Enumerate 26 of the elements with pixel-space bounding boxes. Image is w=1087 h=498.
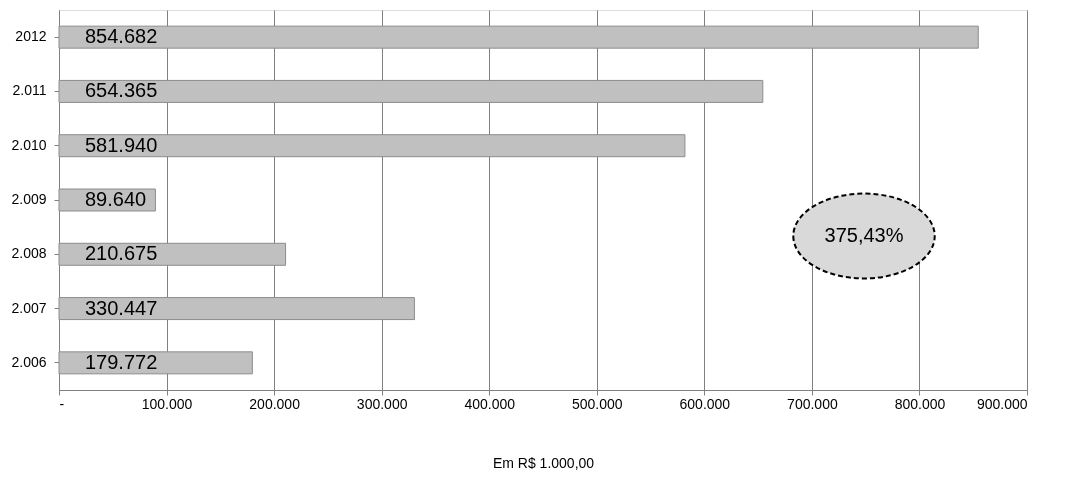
y-tick-label: 2.011 xyxy=(12,82,47,99)
x-tick-label: - xyxy=(59,395,65,412)
data-label: 654.365 xyxy=(85,79,158,102)
data-label: 854.682 xyxy=(85,25,158,48)
data-label: 210.675 xyxy=(85,242,158,265)
data-label: 89.640 xyxy=(85,188,147,210)
y-tick-label: 2012 xyxy=(15,28,47,45)
x-tick-label: 400.000 xyxy=(464,395,516,412)
data-label: 581.940 xyxy=(85,133,158,156)
x-tick-label: 600.000 xyxy=(679,395,731,412)
x-axis-title: Em R$ 1.000,00 xyxy=(492,454,595,471)
x-tick-label: 300.000 xyxy=(356,395,408,412)
x-tick-label: 900.000 xyxy=(976,395,1028,412)
y-tick-label: 2.009 xyxy=(11,191,47,207)
y-tick-label: 2.008 xyxy=(11,245,47,262)
x-tick-label: 700.000 xyxy=(787,395,838,412)
x-tick-label: 200.000 xyxy=(249,395,301,412)
y-tick-label: 2.006 xyxy=(11,353,47,370)
x-tick-label: 100.000 xyxy=(141,395,193,412)
data-label: 179.772 xyxy=(85,350,158,373)
annotation: 375,43% xyxy=(824,224,904,246)
x-tick-label: 500.000 xyxy=(571,395,623,412)
y-tick-label: 2.010 xyxy=(11,136,47,153)
data-label: 330.447 xyxy=(85,296,158,319)
y-tick-label: 2.007 xyxy=(11,299,47,316)
x-tick-label: 800.000 xyxy=(894,395,946,412)
